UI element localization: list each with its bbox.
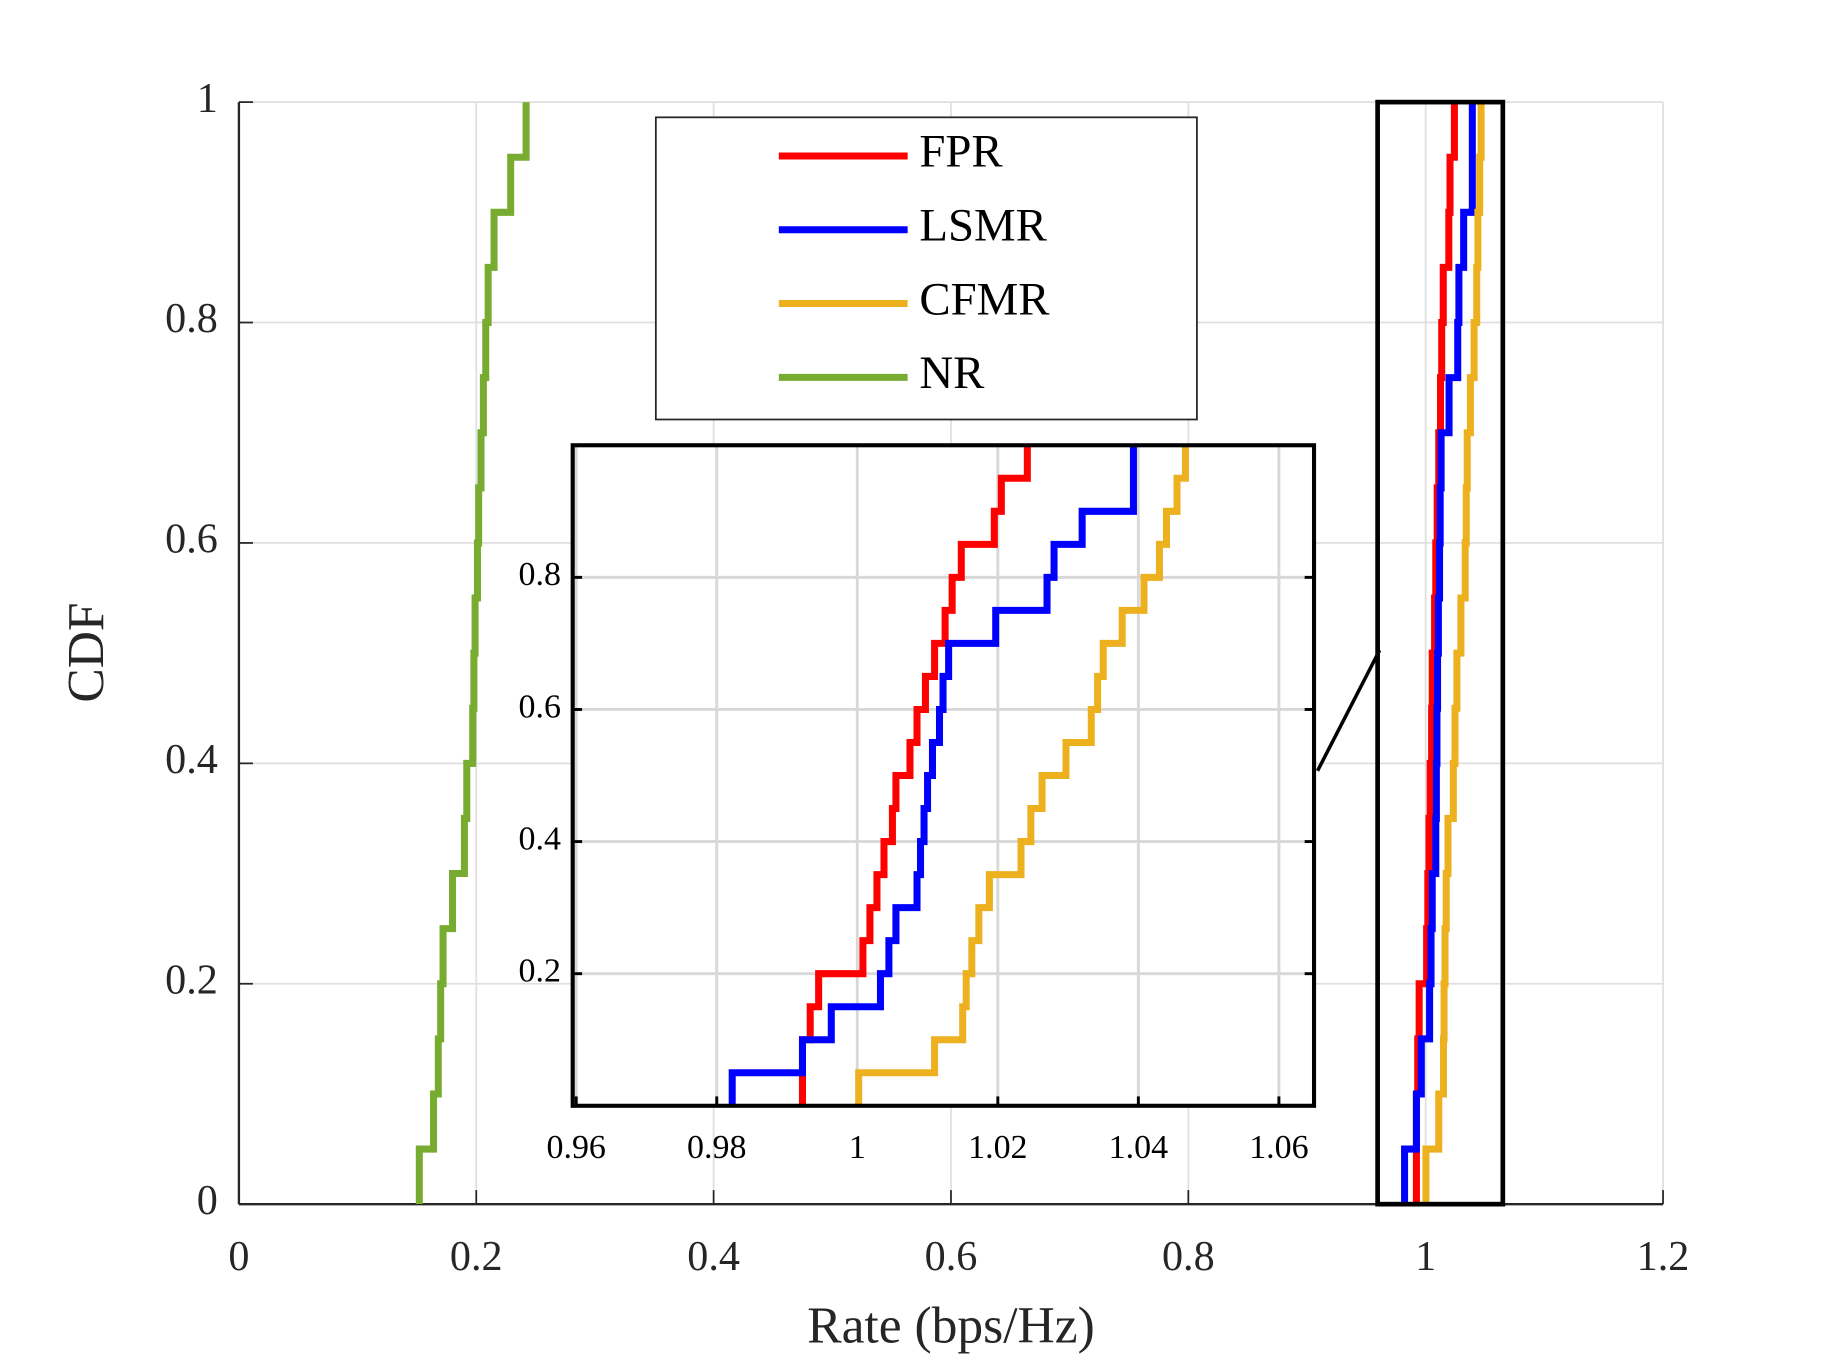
x-tick-label: 0.2 xyxy=(450,1233,503,1280)
cdf-line xyxy=(1401,102,1476,1205)
legend-label: LSMR xyxy=(919,200,1047,252)
inset-cdf-line xyxy=(855,445,1189,1106)
x-tick-label: 1 xyxy=(1415,1233,1436,1280)
inset-cdf-line xyxy=(798,445,1031,1106)
inset-x-tick-label: 0.96 xyxy=(546,1129,605,1166)
x-tick-label: 0.8 xyxy=(1162,1233,1215,1280)
y-tick-label: 0.2 xyxy=(165,956,218,1003)
y-axis-label: CDF xyxy=(58,602,115,702)
x-axis-label: Rate (bps/Hz) xyxy=(807,1297,1095,1354)
inset-y-tick-label: 0.6 xyxy=(519,688,561,725)
connector xyxy=(1315,649,1382,772)
inset-y-tick-label: 0.2 xyxy=(519,952,561,989)
main-plot xyxy=(415,102,1485,1205)
inset-x-tick-label: 1 xyxy=(849,1129,866,1166)
inset-x-tick-label: 1.06 xyxy=(1249,1129,1308,1166)
legend-label: CFMR xyxy=(919,273,1050,325)
x-tick-label: 0.6 xyxy=(925,1233,978,1280)
inset-x-tick-label: 0.98 xyxy=(687,1129,746,1166)
cdf-line xyxy=(415,102,530,1205)
x-tick-label: 1.2 xyxy=(1637,1233,1690,1280)
inset-bg xyxy=(572,445,1315,1106)
inset-frame xyxy=(570,443,1317,1108)
inset-cdf-line xyxy=(728,445,1137,1106)
inset-x-tick-label: 1.02 xyxy=(968,1129,1027,1166)
legend-label: FPR xyxy=(919,126,1003,178)
inset-x-tick-label: 1.04 xyxy=(1109,1129,1168,1166)
x-tick-label: 0.4 xyxy=(687,1233,740,1280)
y-tick-label: 0.4 xyxy=(165,736,218,783)
legend-box xyxy=(654,116,1198,421)
cdf-line xyxy=(1422,102,1485,1205)
inset-y-tick-label: 0.8 xyxy=(519,556,561,593)
y-tick-label: 1 xyxy=(197,75,218,122)
inset-plot xyxy=(728,445,1189,1106)
x-tick-label: 0 xyxy=(228,1233,249,1280)
y-tick-label: 0 xyxy=(197,1177,218,1224)
y-tick-label: 0.6 xyxy=(165,516,218,563)
inset-y-tick-label: 0.4 xyxy=(519,820,561,857)
legend-label: NR xyxy=(919,347,985,399)
y-tick-label: 0.8 xyxy=(165,295,218,342)
